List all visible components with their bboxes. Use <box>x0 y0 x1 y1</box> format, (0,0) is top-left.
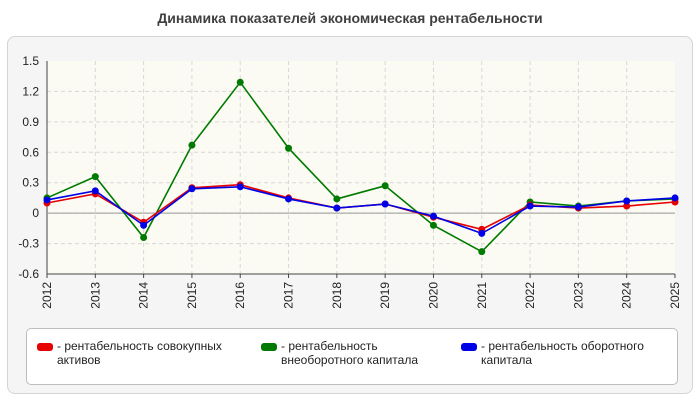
data-point <box>623 202 631 210</box>
data-point <box>333 195 341 203</box>
legend-label: - рентабельность совокупных активов <box>57 339 222 367</box>
data-point <box>429 221 437 229</box>
data-point <box>478 248 486 256</box>
x-tick-label: 2014 <box>137 282 151 309</box>
x-tick-label: 2012 <box>40 282 54 309</box>
legend-label: - рентабельность внеоборотного капитала <box>281 339 418 367</box>
x-tick-label: 2020 <box>426 282 440 309</box>
x-tick-label: 2021 <box>475 282 489 309</box>
data-point <box>574 203 582 211</box>
data-point <box>333 204 341 212</box>
x-tick-label: 2019 <box>378 282 392 309</box>
legend-item-fixed-capital[interactable]: - рентабельность внеоборотного капитала <box>261 339 451 367</box>
data-point <box>236 183 244 191</box>
data-point <box>91 187 99 195</box>
x-tick-label: 2017 <box>282 282 296 309</box>
y-tick-label: 0.6 <box>22 145 39 159</box>
data-point <box>285 195 293 203</box>
data-point <box>671 194 679 202</box>
x-tick-label: 2024 <box>620 282 634 309</box>
legend-swatch-blue <box>461 343 477 351</box>
data-point <box>140 221 148 229</box>
y-tick-label: -0.3 <box>18 237 39 251</box>
y-tick-label: 0 <box>32 206 39 220</box>
series-line <box>46 80 676 253</box>
x-tick-label: 2025 <box>668 282 682 309</box>
legend-swatch-red <box>37 343 53 351</box>
legend-item-total-assets[interactable]: - рентабельность совокупных активов <box>37 339 247 367</box>
y-tick-label: 1.2 <box>22 84 39 98</box>
y-tick-label: -0.6 <box>18 267 39 281</box>
series-line <box>46 185 676 235</box>
y-tick-label: 1.5 <box>22 54 39 68</box>
data-point <box>285 144 293 152</box>
y-tick-label: 0.3 <box>22 176 39 190</box>
x-tick-label: 2015 <box>185 282 199 309</box>
data-point <box>381 200 389 208</box>
x-tick-label: 2018 <box>330 282 344 309</box>
data-point <box>43 196 51 204</box>
data-point <box>188 185 196 193</box>
data-point <box>381 182 389 190</box>
legend-label: - рентабельность оборотного капитала <box>481 339 644 367</box>
data-point <box>236 78 244 86</box>
legend-swatch-green <box>261 343 277 351</box>
x-tick-label: 2013 <box>88 282 102 309</box>
data-point <box>188 141 196 149</box>
data-point <box>140 233 148 241</box>
data-point <box>526 202 534 210</box>
x-tick-label: 2023 <box>571 282 585 309</box>
plot-area <box>47 61 675 274</box>
legend-item-working-capital[interactable]: - рентабельность оборотного капитала <box>461 339 671 367</box>
legend: - рентабельность совокупных активов - ре… <box>26 328 678 385</box>
data-point <box>91 173 99 181</box>
chart-title: Динамика показателей экономическая рента… <box>157 10 543 26</box>
y-tick-label: 0.9 <box>22 115 39 129</box>
data-point <box>429 212 437 220</box>
x-tick-label: 2016 <box>233 282 247 309</box>
data-point <box>623 197 631 205</box>
x-tick-label: 2022 <box>523 282 537 309</box>
data-point <box>478 229 486 237</box>
